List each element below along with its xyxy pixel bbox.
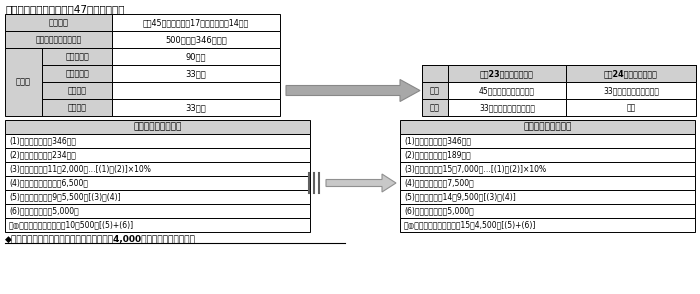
Text: (5)　所得割額：14万9,500円[(3)－(4)]: (5) 所得割額：14万9,500円[(3)－(4)]: [404, 193, 516, 201]
Bar: [422, 65, 696, 82]
Text: (6)　均　等　割：5,000円: (6) 均 等 割：5,000円: [9, 206, 78, 216]
Bar: [5, 31, 112, 48]
Bar: [42, 82, 112, 99]
Bar: [448, 82, 566, 99]
Bar: [566, 65, 696, 82]
Bar: [112, 31, 280, 48]
Bar: [422, 65, 448, 82]
Bar: [400, 176, 695, 190]
Text: 33万円（一般扶養控除）: 33万円（一般扶養控除）: [479, 103, 535, 112]
Text: 給与収入（給与所得）: 給与収入（給与所得）: [36, 35, 82, 44]
Bar: [422, 99, 448, 116]
Text: 社会保険料: 社会保険料: [65, 52, 89, 61]
Text: (1)　所　得　額：346万円: (1) 所 得 額：346万円: [9, 136, 76, 146]
Bar: [400, 204, 695, 218]
Text: 平成23年度【改正前】: 平成23年度【改正前】: [480, 69, 534, 78]
Text: 基礎控除: 基礎控除: [67, 103, 87, 112]
Bar: [566, 99, 696, 116]
Text: なし: なし: [626, 103, 636, 112]
Text: 33万円: 33万円: [186, 103, 206, 112]
Text: 長男: 長男: [430, 86, 440, 95]
Text: 90万円: 90万円: [186, 52, 206, 61]
Text: 家族構成: 家族構成: [48, 18, 69, 27]
Bar: [5, 162, 310, 176]
Text: 妻（45歳）・長男（17歳）・長女（14歳）: 妻（45歳）・長男（17歳）・長女（14歳）: [143, 18, 249, 27]
Bar: [5, 190, 310, 204]
Bar: [400, 162, 695, 176]
Bar: [422, 82, 448, 99]
Bar: [5, 14, 112, 31]
Bar: [112, 82, 280, 99]
Text: (5)　所得割額：）9万5,500円[(3)－(4)]: (5) 所得割額：）9万5,500円[(3)－(4)]: [9, 193, 120, 201]
Bar: [400, 218, 695, 232]
Text: 平　成　２４年　度: 平 成 ２４年 度: [524, 123, 572, 131]
Text: 諸控除: 諸控除: [16, 78, 31, 86]
Polygon shape: [286, 79, 420, 101]
Bar: [400, 120, 695, 134]
Bar: [400, 190, 695, 204]
Text: ◎市・県民税　：年税額15万4,500円[(5)+(6)]: ◎市・県民税 ：年税額15万4,500円[(5)+(6)]: [404, 220, 536, 230]
Bar: [112, 65, 280, 82]
Text: (6)　均　等　割：5,000円: (6) 均 等 割：5,000円: [404, 206, 474, 216]
Bar: [5, 134, 310, 148]
Text: (4)　調整控除額：7,500円: (4) 調整控除額：7,500円: [404, 178, 474, 188]
Text: 長女: 長女: [430, 103, 440, 112]
Text: 平成24年度【改正後】: 平成24年度【改正後】: [604, 69, 658, 78]
Text: (3)　算出税額：15万7,000円…[(1)－(2)]×10%: (3) 算出税額：15万7,000円…[(1)－(2)]×10%: [404, 165, 546, 173]
Bar: [112, 14, 280, 31]
Bar: [566, 82, 696, 99]
Bar: [5, 218, 310, 232]
Bar: [400, 134, 695, 148]
Text: ◆神栖　太郎さんの場合、市・県民税は５万4,000円の増額になります。: ◆神栖 太郎さんの場合、市・県民税は５万4,000円の増額になります。: [5, 234, 196, 243]
Bar: [112, 99, 280, 116]
Text: (1)　所　得　額：346万円: (1) 所 得 額：346万円: [404, 136, 471, 146]
Bar: [5, 176, 310, 190]
Bar: [5, 48, 42, 116]
Bar: [42, 99, 112, 116]
Text: 平　成　２３年　度: 平 成 ２３年 度: [133, 123, 182, 131]
Text: (2)　控　除　額：234万円: (2) 控 除 額：234万円: [9, 151, 76, 160]
Text: 《例：神栖　太郎さん（47歳）の場合》: 《例：神栖 太郎さん（47歳）の場合》: [5, 4, 125, 14]
Bar: [448, 99, 566, 116]
Bar: [5, 148, 310, 162]
Bar: [5, 204, 310, 218]
Bar: [112, 48, 280, 65]
Text: 扶養控除: 扶養控除: [67, 86, 87, 95]
Text: ◎市・県民税　：年税額10万500円[(5)+(6)]: ◎市・県民税 ：年税額10万500円[(5)+(6)]: [9, 220, 134, 230]
Polygon shape: [326, 174, 396, 192]
Text: (3)　算出税額：11万2,000円…[(1)－(2)]×10%: (3) 算出税額：11万2,000円…[(1)－(2)]×10%: [9, 165, 151, 173]
Text: 配偶者控除: 配偶者控除: [65, 69, 89, 78]
Bar: [42, 48, 112, 65]
Text: 33万円（一般扶養控除）: 33万円（一般扶養控除）: [603, 86, 659, 95]
Text: (4)　調整控除額：１万6,500円: (4) 調整控除額：１万6,500円: [9, 178, 88, 188]
Text: 45万円（特定扶養控除）: 45万円（特定扶養控除）: [479, 86, 535, 95]
Text: 33万円: 33万円: [186, 69, 206, 78]
Text: 500万円（346万円）: 500万円（346万円）: [165, 35, 227, 44]
Bar: [400, 148, 695, 162]
Text: (2)　控　除　額：189万円: (2) 控 除 額：189万円: [404, 151, 470, 160]
Bar: [5, 120, 310, 134]
Bar: [448, 65, 566, 82]
Bar: [42, 65, 112, 82]
